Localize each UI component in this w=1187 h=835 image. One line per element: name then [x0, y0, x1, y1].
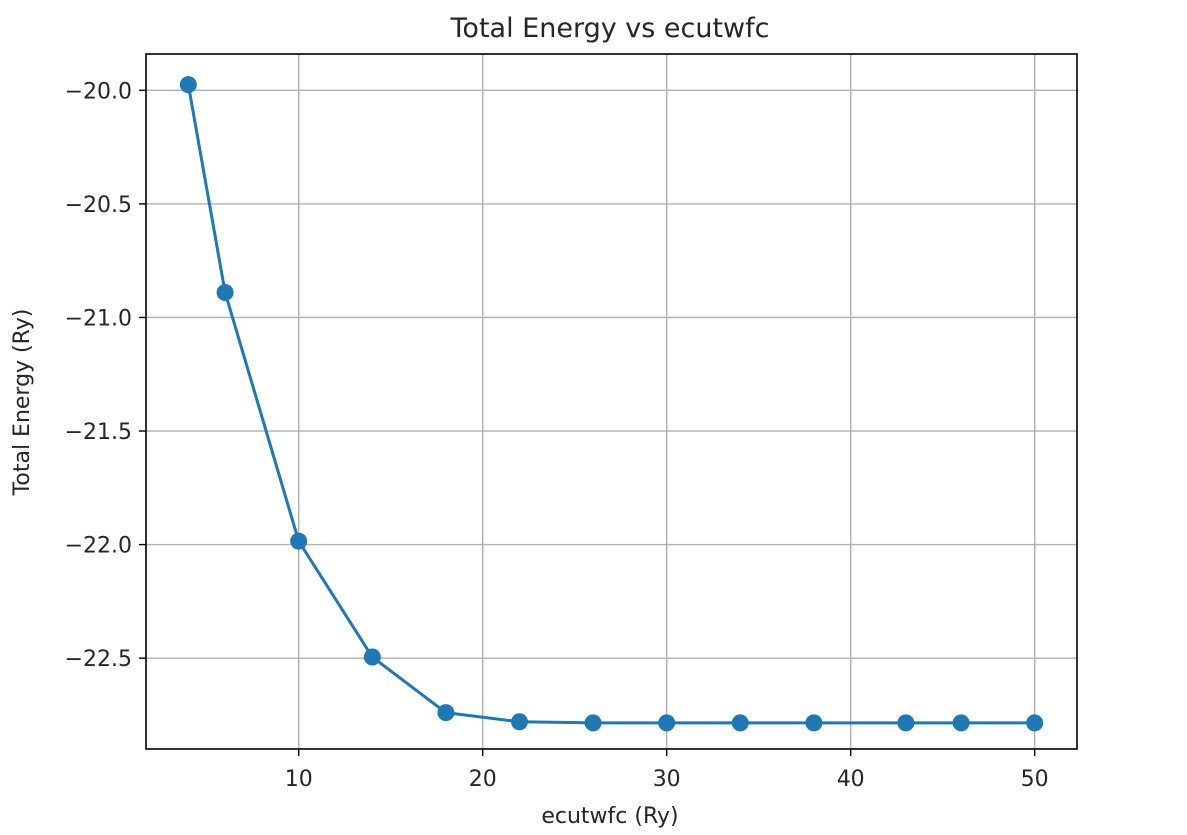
y-tick-label: −22.5 [65, 647, 132, 672]
y-axis-label: Total Energy (Ry) [10, 309, 35, 497]
x-tick-label: 50 [1021, 767, 1049, 792]
plot-frame [145, 53, 1078, 750]
data-point [805, 714, 823, 732]
data-point [584, 714, 602, 732]
data-point [290, 532, 308, 550]
data-point [952, 714, 970, 732]
data-point [731, 714, 749, 732]
y-tick-label: −20.0 [65, 79, 132, 104]
data-point [363, 648, 381, 666]
chart-title: Total Energy vs ecutwfc [450, 13, 770, 44]
x-axis-label: ecutwfc (Ry) [541, 804, 678, 829]
x-tick-label: 20 [469, 767, 497, 792]
data-point [658, 714, 676, 732]
data-point [897, 714, 915, 732]
x-tick-label: 40 [837, 767, 865, 792]
grid [146, 54, 1077, 749]
data-point [1026, 714, 1044, 732]
data-point [437, 704, 455, 722]
series-group [179, 76, 1044, 732]
y-tick-label: −22.0 [65, 534, 132, 559]
x-tick-label: 30 [653, 767, 681, 792]
data-point [216, 283, 234, 301]
y-tick-label: −21.0 [65, 306, 132, 331]
y-tick-label: −20.5 [65, 193, 132, 218]
data-point [179, 76, 197, 94]
y-tick-label: −21.5 [65, 420, 132, 445]
data-point [511, 713, 529, 731]
x-tick-label: 10 [285, 767, 313, 792]
tick-group: 10 20 30 40 50 −20.0 −20.5 −21.0 −21.5 −22.0 −22.5 [65, 79, 1049, 792]
